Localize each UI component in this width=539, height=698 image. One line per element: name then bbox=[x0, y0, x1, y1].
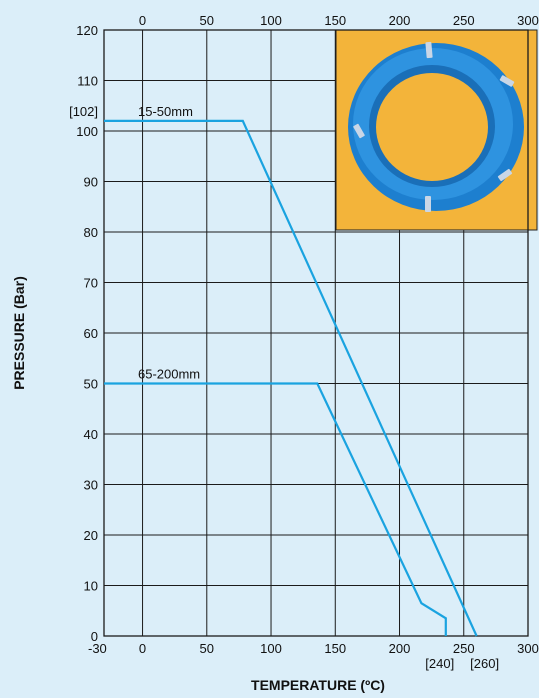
plot-border bbox=[103, 29, 529, 637]
y-tick-label: 60 bbox=[84, 326, 98, 341]
y-tick-label: 0 bbox=[91, 629, 98, 644]
x-tick-label-top: 200 bbox=[389, 13, 411, 28]
x-tick-label-bottom: -30 bbox=[88, 641, 107, 656]
y-tick-label: 100 bbox=[76, 124, 98, 139]
x-tick-label-top: 150 bbox=[324, 13, 346, 28]
series-label: 15-50mm bbox=[138, 104, 193, 119]
x-tick-label-bottom: 200 bbox=[389, 641, 411, 656]
x-tick-label-bottom: 0 bbox=[139, 641, 146, 656]
y-tick-label: 90 bbox=[84, 175, 98, 190]
x-tick-label-bottom: 50 bbox=[200, 641, 214, 656]
x-tick-label-bottom: 150 bbox=[324, 641, 346, 656]
y-tick-label: 110 bbox=[77, 74, 98, 89]
ring-notch bbox=[353, 123, 365, 139]
ring-notch bbox=[499, 75, 515, 87]
y-tick-label: 50 bbox=[84, 377, 98, 392]
x-tick-label-top: 250 bbox=[453, 13, 475, 28]
series-label: 65-200mm bbox=[138, 367, 200, 382]
series-layer: 15-50mm 65-200mm bbox=[104, 104, 478, 637]
plot-frame bbox=[103, 29, 529, 637]
x-tick-label-bottom: 100 bbox=[260, 641, 282, 656]
x-tick-label-bottom: 300 bbox=[517, 641, 539, 656]
y-tick-label: 20 bbox=[84, 528, 98, 543]
y-tick-label: 30 bbox=[84, 478, 98, 493]
x-tick-label-bottom: 250 bbox=[453, 641, 475, 656]
y-tick-label: 80 bbox=[84, 225, 98, 240]
x-tick-label-top: 100 bbox=[260, 13, 282, 28]
annotation-102: [102] bbox=[69, 104, 98, 119]
ring-notch bbox=[425, 196, 431, 212]
annotation-260: [260] bbox=[470, 656, 499, 671]
ring-seal-hole bbox=[376, 73, 488, 181]
inset-photo bbox=[335, 29, 538, 231]
y-tick-label: 70 bbox=[84, 276, 98, 291]
x-tick-label-top: 50 bbox=[200, 13, 214, 28]
y-tick-label: 120 bbox=[76, 23, 98, 38]
series-line-65-200mm bbox=[104, 382, 447, 636]
ring-notch bbox=[425, 41, 433, 59]
y-tick-label: 10 bbox=[84, 579, 98, 594]
x-tick-label-top: 0 bbox=[139, 13, 146, 28]
series-line-15-50mm bbox=[104, 119, 478, 637]
ring-notch bbox=[497, 168, 513, 182]
annotation-240: [240] bbox=[425, 656, 454, 671]
x-tick-label-top: 300 bbox=[517, 13, 539, 28]
y-axis-title: PRESSURE (Bar) bbox=[11, 276, 27, 390]
x-axis-title: TEMPERATURE (ºC) bbox=[251, 677, 385, 693]
y-tick-label: 40 bbox=[84, 427, 98, 442]
